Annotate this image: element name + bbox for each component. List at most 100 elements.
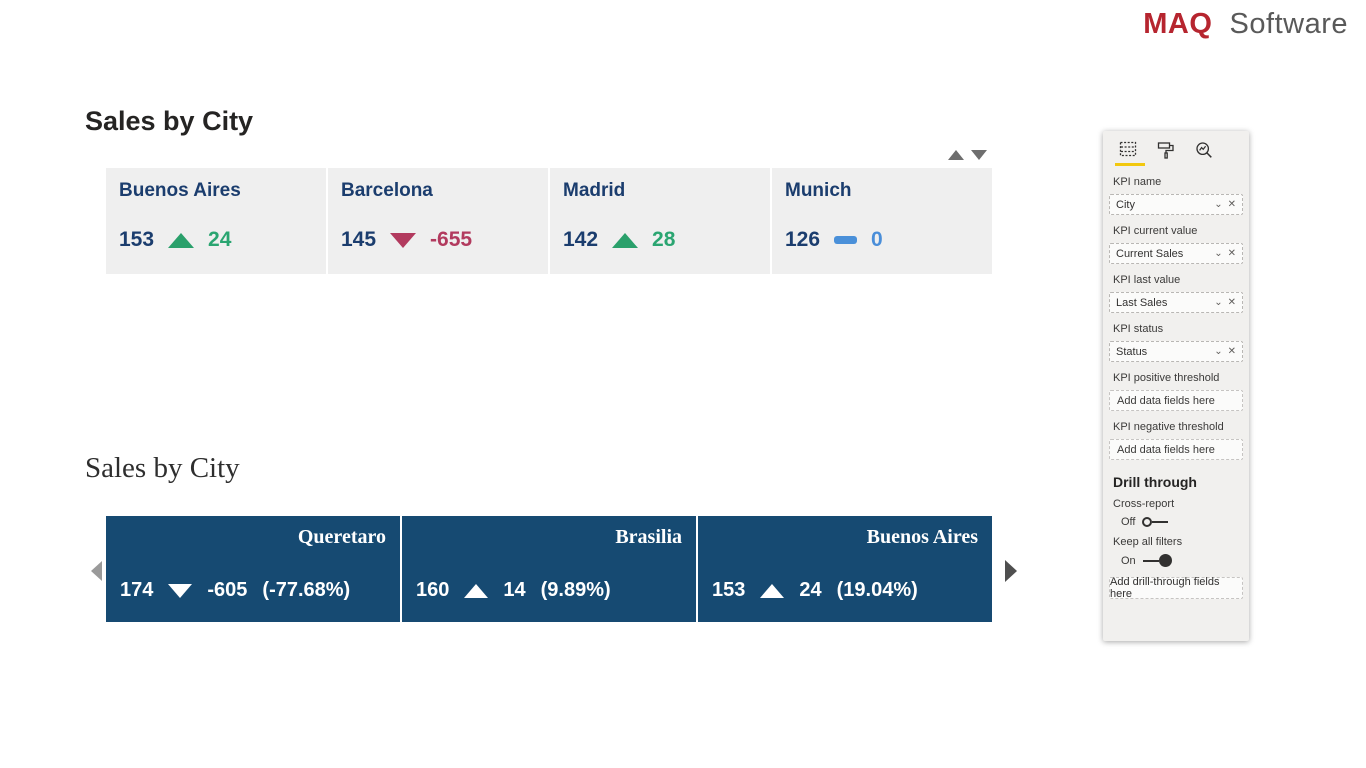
trend-flat-icon bbox=[834, 236, 858, 244]
field-well-kpi-status[interactable]: Status ⌄ ✕ bbox=[1109, 341, 1243, 362]
drill-through-heading: Drill through bbox=[1113, 474, 1197, 490]
kpi-current-value: 142 bbox=[563, 228, 599, 251]
kpi-delta: 28 bbox=[652, 228, 676, 251]
page-up-icon[interactable] bbox=[948, 150, 964, 160]
scroll-left-icon[interactable] bbox=[91, 561, 102, 581]
kpi-values: 126 0 bbox=[785, 228, 883, 252]
field-placeholder: Add data fields here bbox=[1117, 443, 1215, 456]
field-label-kpi-status: KPI status bbox=[1113, 323, 1164, 335]
visual2-title: Sales by City bbox=[85, 452, 240, 484]
kpi-city-label: Barcelona bbox=[341, 180, 433, 201]
kpi-tile-buenos-aires-2[interactable]: Buenos Aires 153 24 (19.04%) bbox=[698, 516, 992, 622]
kpi-delta-percent: (-77.68%) bbox=[262, 579, 351, 601]
field-label-kpi-last-value: KPI last value bbox=[1113, 274, 1181, 286]
keep-all-filters-toggle[interactable]: On bbox=[1121, 554, 1249, 567]
kpi-delta: 0 bbox=[871, 228, 883, 251]
kpi-tile-munich[interactable]: Munich 126 0 bbox=[772, 168, 992, 274]
kpi-current-value: 160 bbox=[416, 579, 450, 601]
kpi-grid-dark: Queretaro 174 -605 (-77.68%) Brasilia 16… bbox=[106, 516, 992, 622]
kpi-values: 142 28 bbox=[563, 228, 675, 252]
toggle-off-icon[interactable] bbox=[1142, 517, 1169, 527]
remove-field-icon[interactable]: ✕ bbox=[1227, 346, 1236, 357]
kpi-current-value: 174 bbox=[120, 579, 154, 601]
field-well-kpi-negative-threshold[interactable]: Add data fields here bbox=[1109, 439, 1243, 460]
drill-through-placeholder: Add drill-through fields here bbox=[1110, 576, 1220, 600]
keep-all-filters-label: Keep all filters bbox=[1113, 536, 1183, 548]
kpi-delta: 14 bbox=[503, 579, 526, 601]
kpi-city-label: Buenos Aires bbox=[119, 180, 241, 201]
chevron-down-icon[interactable]: ⌄ bbox=[1214, 199, 1223, 210]
field-well-kpi-name[interactable]: City ⌄ ✕ bbox=[1109, 194, 1243, 215]
active-tab-indicator bbox=[1115, 163, 1145, 166]
field-value: Last Sales bbox=[1116, 296, 1168, 309]
tab-format[interactable] bbox=[1156, 140, 1180, 166]
field-well-kpi-last-value[interactable]: Last Sales ⌄ ✕ bbox=[1109, 292, 1243, 313]
logo-software-text bbox=[1221, 8, 1230, 40]
toggle-state-text: On bbox=[1121, 554, 1136, 567]
maq-software-logo: MAQ Software bbox=[1143, 8, 1348, 41]
kpi-delta-percent: (9.89%) bbox=[540, 579, 611, 601]
field-value: Status bbox=[1116, 345, 1148, 358]
page-down-icon[interactable] bbox=[971, 150, 987, 160]
chevron-down-icon[interactable]: ⌄ bbox=[1214, 248, 1223, 259]
analytics-magnifier-icon bbox=[1196, 142, 1212, 158]
tab-fields[interactable] bbox=[1115, 140, 1145, 166]
kpi-city-label: Munich bbox=[785, 180, 852, 201]
remove-field-icon[interactable]: ✕ bbox=[1227, 199, 1236, 210]
kpi-values: 153 24 bbox=[119, 228, 231, 252]
kpi-tile-barcelona[interactable]: Barcelona 145 -655 bbox=[328, 168, 548, 274]
field-value: Current Sales bbox=[1116, 247, 1184, 260]
field-label-kpi-name: KPI name bbox=[1113, 176, 1162, 188]
trend-up-icon bbox=[464, 583, 489, 598]
field-well-kpi-current-value[interactable]: Current Sales ⌄ ✕ bbox=[1109, 243, 1243, 264]
kpi-values: 153 24 (19.04%) bbox=[712, 579, 918, 602]
kpi-values: 160 14 (9.89%) bbox=[416, 579, 611, 602]
fields-icon bbox=[1119, 141, 1137, 157]
kpi-tile-brasilia[interactable]: Brasilia 160 14 (9.89%) bbox=[402, 516, 696, 622]
visual1-title: Sales by City bbox=[85, 106, 254, 136]
kpi-delta: -605 bbox=[207, 579, 248, 601]
field-label-kpi-negative-threshold: KPI negative threshold bbox=[1113, 421, 1224, 433]
kpi-grid-light: Buenos Aires 153 24 Barcelona 145 -655 M… bbox=[106, 168, 992, 274]
chevron-down-icon[interactable]: ⌄ bbox=[1214, 297, 1223, 308]
field-placeholder: Add data fields here bbox=[1117, 394, 1215, 407]
trend-up-icon bbox=[168, 232, 195, 248]
logo-maq-text: MAQ bbox=[1143, 8, 1213, 40]
trend-down-icon bbox=[390, 232, 417, 248]
field-value: City bbox=[1116, 198, 1135, 211]
tab-analytics[interactable] bbox=[1194, 140, 1218, 166]
field-well-kpi-positive-threshold[interactable]: Add data fields here bbox=[1109, 390, 1243, 411]
kpi-current-value: 126 bbox=[785, 228, 821, 251]
kpi-city-label: Brasilia bbox=[615, 526, 682, 548]
kpi-city-label: Queretaro bbox=[297, 526, 386, 548]
remove-field-icon[interactable]: ✕ bbox=[1227, 248, 1236, 259]
kpi-city-label: Madrid bbox=[563, 180, 626, 201]
kpi-tile-madrid[interactable]: Madrid 142 28 bbox=[550, 168, 770, 274]
kpi-tile-queretaro[interactable]: Queretaro 174 -605 (-77.68%) bbox=[106, 516, 400, 622]
paint-roller-icon bbox=[1157, 142, 1174, 159]
chevron-down-icon[interactable]: ⌄ bbox=[1214, 346, 1223, 357]
kpi-delta-percent: (19.04%) bbox=[836, 579, 918, 601]
trend-down-icon bbox=[168, 583, 193, 598]
drill-through-fields-well[interactable]: Add drill-through fields here bbox=[1109, 576, 1243, 600]
kpi-current-value: 153 bbox=[712, 579, 746, 601]
toggle-state-text: Off bbox=[1121, 516, 1136, 528]
cross-report-toggle[interactable]: Off bbox=[1121, 516, 1249, 528]
field-label-kpi-positive-threshold: KPI positive threshold bbox=[1113, 372, 1220, 384]
kpi-tile-buenos-aires[interactable]: Buenos Aires 153 24 bbox=[106, 168, 326, 274]
kpi-delta: -655 bbox=[430, 228, 473, 251]
trend-up-icon bbox=[760, 583, 785, 598]
visual1-paging-controls bbox=[948, 150, 987, 160]
toggle-on-icon[interactable] bbox=[1142, 554, 1172, 567]
logo-software-word: Software bbox=[1229, 8, 1348, 40]
kpi-values: 174 -605 (-77.68%) bbox=[120, 579, 350, 602]
scroll-right-icon[interactable] bbox=[1005, 560, 1017, 582]
field-label-kpi-current-value: KPI current value bbox=[1113, 225, 1198, 237]
kpi-delta: 24 bbox=[208, 228, 232, 251]
pane-tabs bbox=[1103, 131, 1249, 166]
visualization-fields-pane: KPI name City ⌄ ✕ KPI current value Curr… bbox=[1103, 131, 1249, 641]
kpi-city-label: Buenos Aires bbox=[866, 526, 978, 548]
cross-report-label: Cross-report bbox=[1113, 498, 1175, 510]
kpi-current-value: 145 bbox=[341, 228, 377, 251]
remove-field-icon[interactable]: ✕ bbox=[1227, 297, 1236, 308]
